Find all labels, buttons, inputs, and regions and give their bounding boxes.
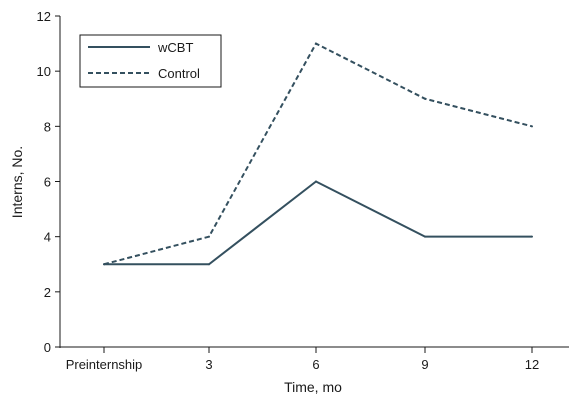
y-tick-label: 0: [44, 340, 51, 355]
data-point-control: [315, 42, 317, 45]
legend-box: [79, 34, 222, 88]
x-tick-label: 3: [205, 357, 212, 372]
data-point-control: [531, 125, 533, 128]
data-point-wcbt: [531, 235, 533, 238]
data-point-wcbt: [315, 180, 317, 183]
legend-label-control: Control: [158, 66, 200, 81]
y-ticks: 0 2 4 6 8 10 12: [37, 9, 60, 355]
data-point-wcbt: [424, 235, 426, 238]
x-tick-label: 12: [525, 357, 539, 372]
y-tick-label: 2: [44, 285, 51, 300]
legend: wCBT Control: [79, 34, 222, 88]
y-tick-label: 6: [44, 175, 51, 190]
y-tick-label: 12: [37, 9, 51, 24]
x-axis-title: Time, mo: [284, 379, 342, 395]
data-point-control: [103, 263, 105, 266]
y-tick-label: 4: [44, 230, 51, 245]
y-tick-label: 8: [44, 119, 51, 134]
legend-label-wcbt: wCBT: [157, 40, 193, 55]
x-tick-label: 6: [312, 357, 319, 372]
x-tick-label: Preinternship: [66, 357, 143, 372]
y-axis-title: Interns, No.: [9, 146, 25, 218]
data-point-control: [424, 97, 426, 100]
y-tick-label: 10: [37, 64, 51, 79]
data-point-wcbt: [208, 263, 210, 266]
x-tick-label: 9: [421, 357, 428, 372]
series-line-wcbt: [104, 180, 532, 266]
series: [103, 42, 533, 266]
data-point-control: [208, 235, 210, 238]
x-ticks: Preinternship 3 6 9 12: [66, 347, 539, 372]
